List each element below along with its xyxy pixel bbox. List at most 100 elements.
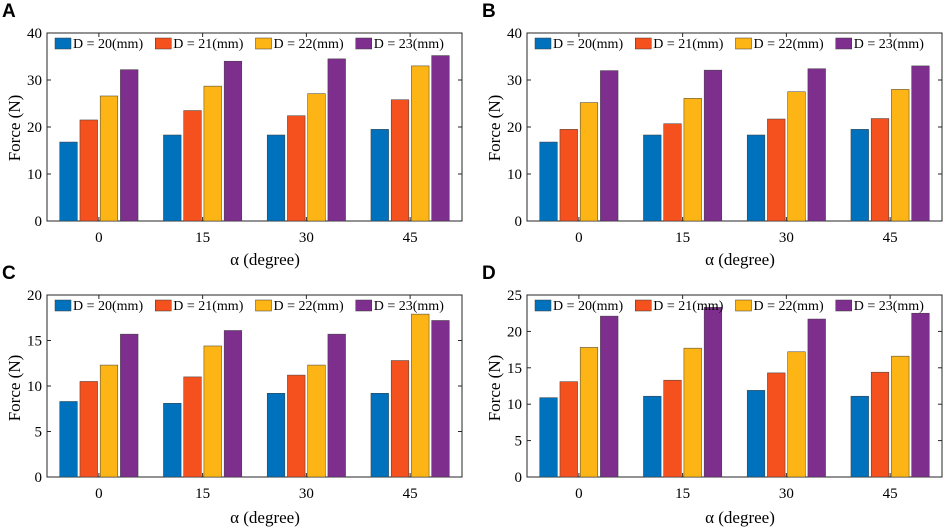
y-tick-label: 30 xyxy=(27,73,42,89)
bar-a-s2-c0 xyxy=(99,95,119,222)
bar-d-s0-c3 xyxy=(850,395,869,478)
bar-c-s2-c2 xyxy=(307,364,326,478)
bar-a-s3-c3 xyxy=(431,55,450,222)
y-tick-label: 15 xyxy=(27,334,42,350)
bar-d-s1-c1 xyxy=(663,379,682,478)
bar-d-s3-c3 xyxy=(911,312,930,478)
bar-b-s0-c2 xyxy=(746,134,766,222)
x-tick-label: 30 xyxy=(299,230,314,246)
bar-b-s0-c0 xyxy=(539,141,558,222)
legend-swatch-d-2 xyxy=(735,299,752,312)
x-tick-label: 15 xyxy=(195,486,210,502)
bar-a-s2-c3 xyxy=(411,65,430,222)
legend-label-b-0: D = 20(mm) xyxy=(553,37,623,52)
bar-b-s1-c3 xyxy=(870,118,890,222)
legend-swatch-d-0 xyxy=(534,299,552,312)
bar-a-s2-c1 xyxy=(203,85,222,222)
axes-frame-d xyxy=(526,294,943,478)
bar-c-s0-c1 xyxy=(163,403,182,478)
bar-a-s3-c0 xyxy=(120,69,139,222)
y-axis-title-d: Force (N) xyxy=(485,355,504,422)
legend-label-d-0: D = 20(mm) xyxy=(553,299,623,314)
bar-a-s1-c1 xyxy=(183,110,202,222)
x-axis-title-b: α (degree) xyxy=(705,250,775,269)
legend-swatch-c-2 xyxy=(255,299,272,312)
x-axis-title-d: α (degree) xyxy=(705,508,775,527)
bar-d-s0-c1 xyxy=(643,395,662,478)
bar-d-s2-c2 xyxy=(787,351,806,478)
legend-label-d-3: D = 23(mm) xyxy=(854,299,924,314)
panel-letter-c: C xyxy=(2,263,16,284)
legend-swatch-d-1 xyxy=(635,299,652,312)
y-tick-label: 30 xyxy=(507,73,522,89)
plot-area-b: 0 10 20 30 40 0 15 30 45 D = 20(mm) D = 21(mm) D = … xyxy=(507,26,943,246)
bar-c-s0-c0 xyxy=(59,401,78,478)
bar-d-s3-c1 xyxy=(703,307,723,478)
bar-b-s3-c2 xyxy=(807,68,826,222)
bar-a-s1-c2 xyxy=(287,115,306,222)
x-tick-label: 30 xyxy=(779,486,794,502)
x-tick-label: 0 xyxy=(575,486,583,502)
legend-label-b-1: D = 21(mm) xyxy=(653,37,723,52)
legend-label-a-0: D = 20(mm) xyxy=(73,37,143,52)
bar-b-s2-c1 xyxy=(683,98,702,222)
bar-a-s0-c3 xyxy=(370,129,389,222)
bar-c-s3-c1 xyxy=(223,330,243,478)
bar-c-s3-c2 xyxy=(327,333,346,478)
bar-a-s0-c2 xyxy=(266,134,286,222)
bar-d-s2-c0 xyxy=(579,347,599,478)
bar-d-s1-c2 xyxy=(767,372,786,478)
legend-swatch-c-0 xyxy=(54,299,72,312)
bar-a-s1-c3 xyxy=(390,99,410,222)
legend-swatch-a-1 xyxy=(155,37,172,50)
y-axis-title-a: Force (N) xyxy=(5,95,24,162)
x-tick-label: 45 xyxy=(883,486,898,502)
y-tick-label: 0 xyxy=(35,214,43,230)
bar-c-s1-c2 xyxy=(287,374,306,478)
bar-b-s2-c0 xyxy=(579,102,599,222)
legend-label-a-2: D = 22(mm) xyxy=(274,37,344,52)
bar-d-s0-c0 xyxy=(539,397,558,478)
y-axis-title-b: Force (N) xyxy=(485,95,504,162)
y-tick-label: 20 xyxy=(507,120,522,136)
legend-swatch-a-3 xyxy=(355,37,372,50)
bar-d-s2-c3 xyxy=(891,355,910,478)
bar-c-s2-c1 xyxy=(203,345,222,478)
y-axis-title-c: Force (N) xyxy=(5,355,24,422)
plot-area-d: 0 5 10 15 20 25 0 15 30 45 D = 20(mm) D = 21(mm) D =… xyxy=(507,288,943,502)
bar-d-s1-c0 xyxy=(559,381,578,478)
y-tick-label: 20 xyxy=(507,324,522,340)
panel-a: A 0 10 20 30 40 0 15 30 45 D = 20(mm) D = 21(mm) D … xyxy=(2,1,463,269)
bar-c-s0-c2 xyxy=(266,393,286,478)
legend-swatch-d-3 xyxy=(835,299,852,312)
y-tick-label: 40 xyxy=(507,26,522,42)
y-tick-label: 20 xyxy=(27,288,42,304)
bar-a-s2-c2 xyxy=(307,93,326,222)
legend-label-b-3: D = 23(mm) xyxy=(854,37,924,52)
bar-c-s2-c3 xyxy=(411,313,430,478)
plot-area-c: 0 5 10 15 20 0 15 30 45 D = 20(mm) D = 21(mm) D = 2… xyxy=(27,288,463,502)
legend-label-a-3: D = 23(mm) xyxy=(374,37,444,52)
panel-letter-d: D xyxy=(482,263,496,284)
bar-a-s0-c0 xyxy=(59,141,78,222)
x-tick-label: 15 xyxy=(675,486,690,502)
y-tick-label: 10 xyxy=(507,167,522,183)
bar-c-s3-c0 xyxy=(120,333,139,478)
legend-swatch-b-2 xyxy=(735,37,752,50)
bar-d-s1-c3 xyxy=(870,371,890,478)
bar-b-s1-c0 xyxy=(559,129,578,222)
bar-c-s3-c3 xyxy=(431,320,450,478)
x-axis-title-c: α (degree) xyxy=(230,508,300,527)
bar-b-s2-c3 xyxy=(891,89,910,222)
legend-label-d-1: D = 21(mm) xyxy=(653,299,723,314)
bar-b-s1-c1 xyxy=(663,123,682,222)
bar-a-s3-c2 xyxy=(327,58,346,222)
x-tick-label: 15 xyxy=(195,230,210,246)
bar-b-s0-c1 xyxy=(643,134,662,222)
bar-b-s1-c2 xyxy=(767,118,786,222)
y-tick-label: 10 xyxy=(27,379,42,395)
y-tick-label: 5 xyxy=(35,425,43,441)
bar-c-s2-c0 xyxy=(99,364,119,478)
legend-label-a-1: D = 21(mm) xyxy=(173,37,243,52)
